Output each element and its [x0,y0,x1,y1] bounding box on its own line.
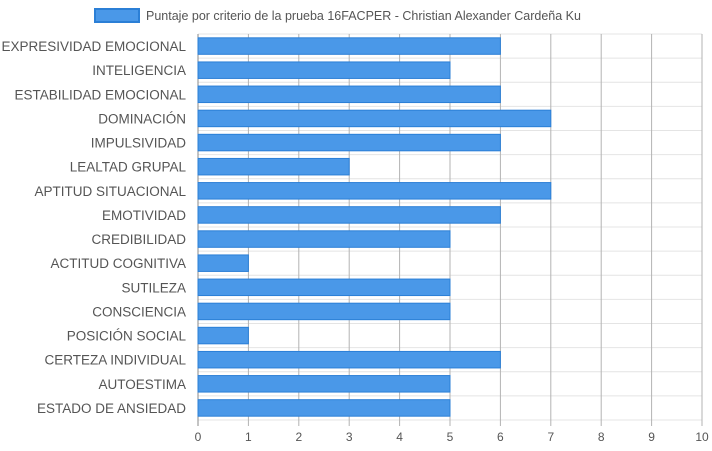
bar[interactable] [197,157,350,176]
bar[interactable] [197,254,249,272]
x-tick-label: 7 [547,430,554,444]
legend-swatch [94,8,140,23]
category-label: EXPRESIVIDAD EMOCIONAL [1,39,186,54]
category-label: ACTITUD COGNITIVA [50,256,186,271]
bar[interactable] [197,302,451,321]
bar[interactable] [197,375,451,393]
category-label: CREDIBILIDAD [91,232,186,247]
bar[interactable] [197,326,249,345]
category-label: IMPULSIVIDAD [91,136,187,151]
category-label: SUTILEZA [121,280,186,295]
bar[interactable] [197,230,451,248]
x-tick-label: 6 [497,430,504,444]
x-tick-label: 2 [295,430,302,444]
bar[interactable] [197,182,552,200]
x-tick-label: 5 [447,430,454,444]
category-label: ESTADO DE ANSIEDAD [37,401,186,416]
bars [197,37,552,417]
category-label: INTELIGENCIA [92,63,186,78]
category-label: APTITUD SITUACIONAL [34,184,186,199]
category-label: ESTABILIDAD EMOCIONAL [14,87,186,102]
x-tick-label: 3 [346,430,353,444]
category-label: DOMINACIÓN [98,111,186,126]
legend-label: Puntaje por criterio de la prueba 16FACP… [146,9,581,23]
category-label: CERTEZA INDIVIDUAL [44,353,186,368]
legend[interactable]: Puntaje por criterio de la prueba 16FACP… [94,8,581,23]
category-label: LEALTAD GRUPAL [70,160,187,175]
bar[interactable] [197,206,501,224]
x-tick-label: 0 [195,430,202,444]
category-label: EMOTIVIDAD [102,208,186,223]
category-label: CONSCIENCIA [92,304,186,319]
x-tick-label: 8 [598,430,605,444]
bar[interactable] [197,109,552,128]
bar[interactable] [197,133,501,152]
x-tick-label: 1 [245,430,252,444]
bar[interactable] [197,37,501,55]
category-label: POSICIÓN SOCIAL [67,329,187,344]
bar[interactable] [197,85,501,104]
bar[interactable] [197,350,501,369]
bar[interactable] [197,399,451,417]
x-tick-label: 4 [396,430,403,444]
x-axis-ticks: 0 1 2 3 4 5 6 7 8 9 10 [195,430,709,444]
bar[interactable] [197,278,451,297]
x-tick-label: 10 [695,430,709,444]
category-label: AUTOESTIMA [98,377,186,392]
bar[interactable] [197,61,451,79]
category-labels: EXPRESIVIDAD EMOCIONAL INTELIGENCIA ESTABI… [1,39,186,416]
x-tick-label: 9 [648,430,655,444]
